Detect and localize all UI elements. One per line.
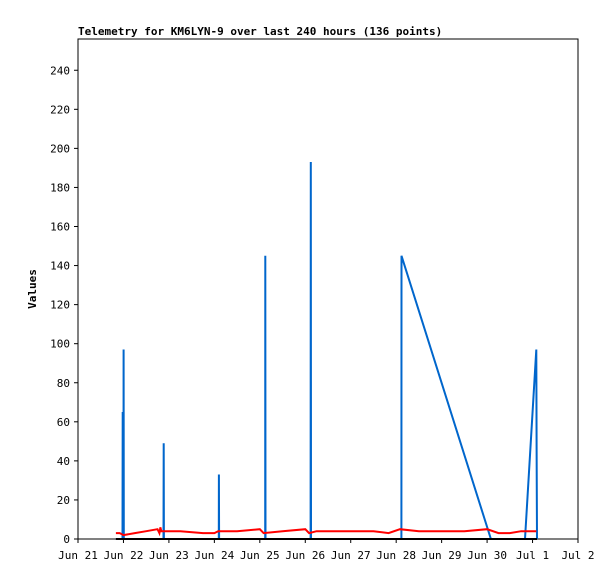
y-axis-label: Values (26, 269, 39, 309)
x-axis: Jun 21 Jun 22 Jun 23 Jun 24 Jun 25 Jun 26 Jun … (58, 539, 595, 562)
x-tick-label: Jun 27 (331, 549, 371, 562)
x-tick-label: Jun 25 (240, 549, 280, 562)
x-tick-label: Jun 22 (104, 549, 144, 562)
x-tick-label: Jul 1 (516, 549, 549, 562)
y-tick-label: 140 (50, 260, 70, 273)
x-tick-label: Jun 26 (285, 549, 325, 562)
y-tick-label: 80 (57, 377, 70, 390)
y-tick-label: 60 (57, 416, 70, 429)
x-tick-label: Jul 2 (561, 549, 594, 562)
y-axis: 0 20 40 60 80 100 120 140 160 180 200 220 240 (50, 64, 78, 546)
x-tick-label: Jun 24 (194, 549, 234, 562)
x-tick-label: Jun 29 (422, 549, 462, 562)
series-line-1 (115, 161, 538, 540)
y-tick-label: 200 (50, 142, 70, 155)
y-tick-label: 220 (50, 103, 70, 116)
plot-frame (77, 38, 579, 540)
series-line-2 (115, 527, 537, 537)
y-tick-label: 40 (57, 455, 70, 468)
chart-title: Telemetry for KM6LYN-9 over last 240 hou… (78, 25, 442, 38)
x-tick-label: Jun 23 (149, 549, 189, 562)
x-tick-label: Jun 28 (376, 549, 416, 562)
y-tick-label: 100 (50, 338, 70, 351)
y-tick-label: 0 (63, 533, 70, 546)
y-tick-label: 180 (50, 181, 70, 194)
y-tick-label: 20 (57, 494, 70, 507)
data-series (115, 161, 538, 540)
x-tick-label: Jun 30 (467, 549, 507, 562)
y-tick-label: 160 (50, 221, 70, 234)
y-tick-label: 240 (50, 64, 70, 77)
y-tick-label: 120 (50, 299, 70, 312)
x-tick-label: Jun 21 (58, 549, 98, 562)
